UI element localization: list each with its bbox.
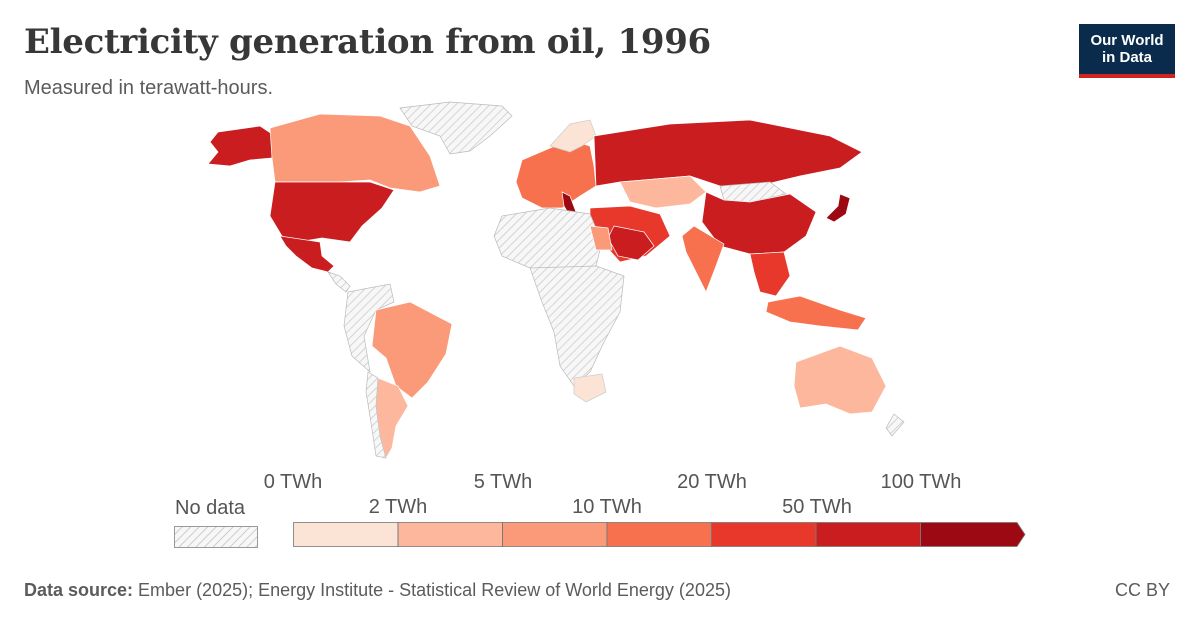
chart-title: Electricity generation from oil, 1996 <box>24 22 711 62</box>
legend-bin-50-100[interactable] <box>815 522 921 547</box>
source-text: Ember (2025); Energy Institute - Statist… <box>133 580 731 600</box>
owid-logo[interactable]: Our World in Data <box>1079 24 1175 78</box>
region-mongolia[interactable] <box>719 181 787 203</box>
region-central-asia[interactable] <box>619 175 707 209</box>
region-new-zealand[interactable] <box>885 413 905 437</box>
legend-label-0twh: 0 TWh <box>263 471 323 493</box>
logo-line-2: in Data <box>1101 49 1152 66</box>
region-japan[interactable] <box>825 193 851 223</box>
region-australia[interactable] <box>793 345 887 415</box>
region-central-america[interactable] <box>327 271 351 293</box>
region-mexico[interactable] <box>279 235 335 273</box>
legend-label-50twh: 50 TWh <box>782 496 852 518</box>
legend-label-10twh: 10 TWh <box>572 496 642 518</box>
region-brazil[interactable] <box>371 301 453 399</box>
region-south-africa[interactable] <box>573 373 607 403</box>
region-north-africa[interactable] <box>493 207 603 273</box>
region-sub-saharan-africa[interactable] <box>529 265 625 387</box>
footer-source: Data source: Ember (2025); Energy Instit… <box>24 580 731 601</box>
chart-subtitle: Measured in terawatt-hours. <box>24 77 274 99</box>
legend-label-100twh: 100 TWh <box>880 471 962 493</box>
legend-bin-100-plus[interactable] <box>920 522 1026 547</box>
legend-no-data-label: No data <box>175 497 246 519</box>
region-india[interactable] <box>681 225 725 293</box>
legend-color-scale <box>293 522 1026 547</box>
license-label[interactable]: CC BY <box>1114 580 1170 600</box>
legend-label-5twh: 5 TWh <box>473 471 533 493</box>
world-map <box>207 101 905 459</box>
legend-bin-10-20[interactable] <box>606 522 712 547</box>
region-chile[interactable] <box>365 371 387 459</box>
legend-no-data-swatch[interactable] <box>174 526 258 548</box>
region-southeast-asia[interactable] <box>749 251 791 297</box>
region-alaska[interactable] <box>207 125 279 167</box>
region-greenland[interactable] <box>399 101 513 155</box>
legend-label-2twh: 2 TWh <box>368 496 428 518</box>
legend-bin-20-50[interactable] <box>711 522 817 547</box>
region-usa[interactable] <box>269 181 395 243</box>
legend-label-20twh: 20 TWh <box>677 471 747 493</box>
region-russia[interactable] <box>593 119 863 189</box>
legend-bin-5-10[interactable] <box>502 522 608 547</box>
legend-bin-2-5[interactable] <box>397 522 503 547</box>
region-europe[interactable] <box>515 139 597 209</box>
region-egypt[interactable] <box>589 225 613 251</box>
source-label: Data source: <box>24 580 134 600</box>
logo-line-1: Our World <box>1090 32 1164 49</box>
legend-bin-0-2[interactable] <box>293 522 399 547</box>
region-south-america-north[interactable] <box>343 283 395 373</box>
region-indonesia[interactable] <box>765 295 867 331</box>
